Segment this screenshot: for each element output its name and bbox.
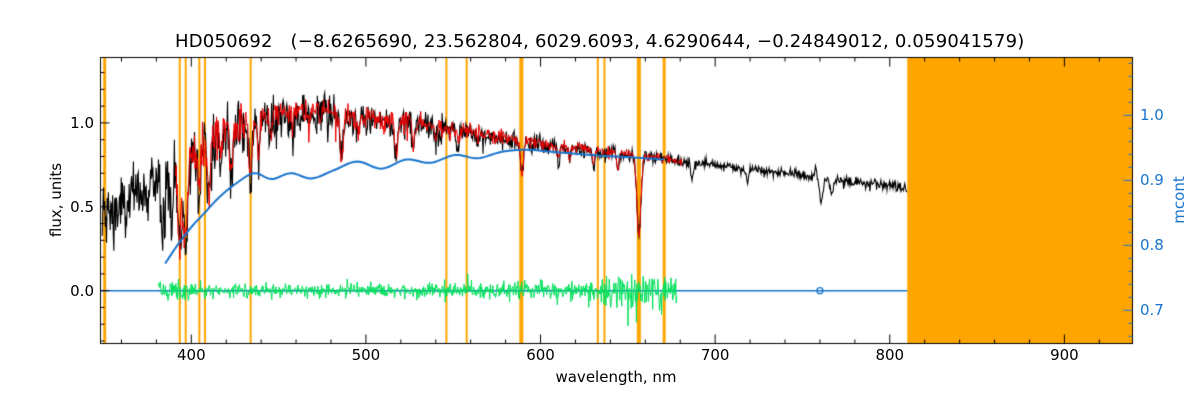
plot-title: HD050692 (−8.6265690, 23.562804, 6029.60… [175,31,1025,52]
y-right-tick-label: 0.7 [1140,301,1164,320]
y-right-tick-label: 0.8 [1140,236,1164,255]
x-tick-label: 700 [700,346,730,364]
x-tick-label: 900 [1050,346,1079,364]
y-left-tick-label: 0.5 [70,197,94,216]
x-tick-label: 800 [875,346,905,364]
y-right-tick-label: 0.9 [1140,171,1164,190]
y-right-tick-label: 1.0 [1140,106,1164,125]
y-left-tick-label: 0.0 [70,281,94,300]
x-tick-label: 600 [526,346,555,364]
y-left-tick-label: 1.0 [70,113,94,132]
x-tick-label: 500 [351,346,381,364]
x-axis-label: wavelength, nm [555,368,677,386]
x-tick-label: 400 [176,346,206,364]
